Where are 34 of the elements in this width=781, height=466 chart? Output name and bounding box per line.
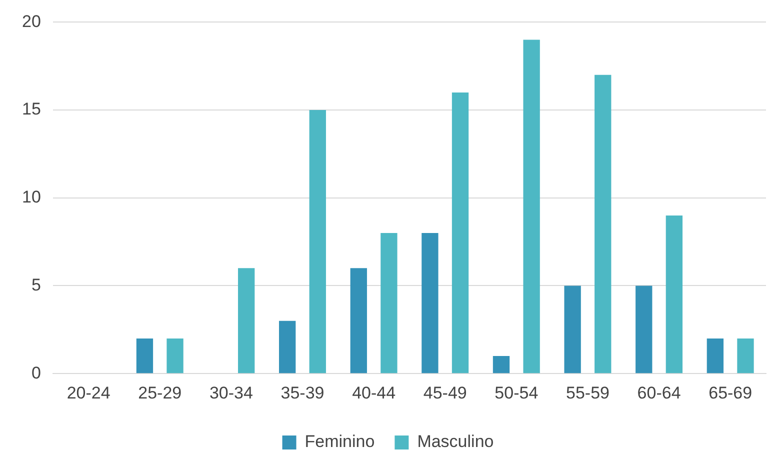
y-tick-label: 10 [22, 188, 41, 207]
bar [737, 338, 754, 374]
bar [594, 74, 612, 374]
y-tick-label: 0 [31, 363, 41, 382]
bar [564, 286, 581, 374]
bar [422, 233, 438, 374]
bar [380, 233, 398, 374]
legend-label: Feminino [304, 432, 375, 452]
x-tick-label: 20-24 [66, 383, 110, 402]
x-tick-label: 25-29 [138, 383, 182, 402]
x-tick-label: 40-44 [352, 383, 396, 402]
y-tick-label: 5 [31, 275, 41, 294]
bar [136, 338, 154, 374]
bar [492, 356, 510, 374]
bar [279, 320, 296, 374]
x-tick-label: 50-54 [494, 383, 538, 402]
bar [666, 215, 683, 374]
x-tick-label: 35-39 [280, 383, 324, 402]
x-tick-label: 55-59 [566, 383, 610, 402]
x-tick-label: 60-64 [637, 383, 681, 402]
y-tick-label: 15 [22, 100, 41, 119]
bar [636, 286, 652, 374]
x-tick-label: 45-49 [423, 383, 467, 402]
bar [309, 110, 326, 374]
bar [523, 40, 540, 374]
x-tick-label: 65-69 [708, 383, 752, 402]
bar [452, 92, 469, 374]
bar [238, 268, 255, 374]
y-tick-label: 20 [22, 12, 41, 31]
bar [166, 338, 184, 374]
x-tick-label: 30-34 [209, 383, 253, 402]
bar [350, 268, 367, 374]
legend-label: Masculino [417, 432, 494, 452]
bar [706, 338, 724, 374]
